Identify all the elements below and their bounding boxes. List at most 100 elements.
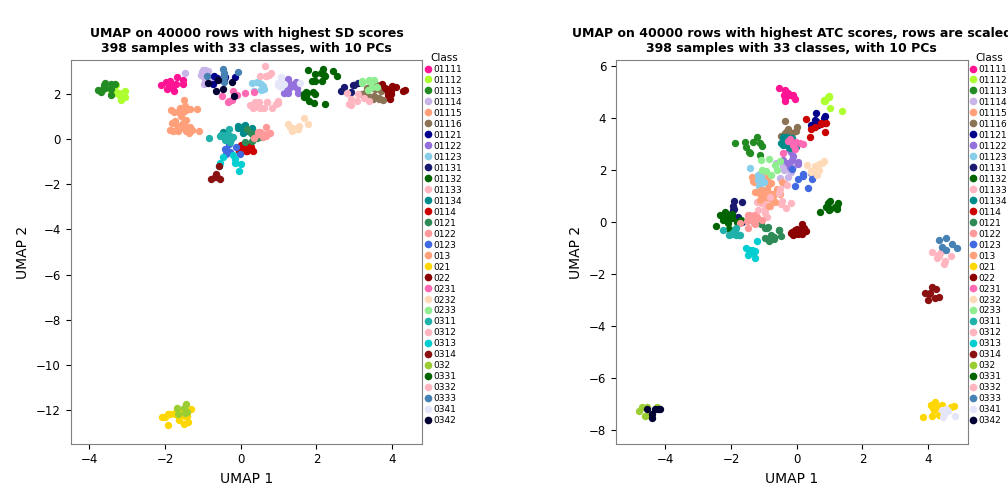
Point [775, 166, 791, 174]
Point [178, 116, 195, 124]
Point [312, 69, 329, 77]
Point [769, 184, 785, 193]
Point [783, 136, 799, 144]
Point [761, 202, 777, 210]
Point [744, 173, 760, 181]
Point [168, 124, 184, 133]
Point [247, 103, 263, 111]
Point [258, 98, 274, 106]
Point [196, 80, 212, 88]
Point [280, 75, 296, 83]
Point [251, 132, 267, 140]
Point [283, 128, 299, 136]
Point [754, 194, 770, 202]
Point [812, 119, 829, 128]
Point [946, 402, 962, 410]
Point [808, 118, 825, 127]
Point [734, 198, 750, 206]
Point [715, 226, 731, 234]
Point [732, 219, 748, 227]
Point [304, 77, 321, 85]
Point [742, 149, 758, 157]
Point [935, 261, 952, 269]
Point [927, 403, 943, 411]
Point [211, 162, 227, 170]
Point [765, 193, 781, 201]
Point [168, 80, 184, 88]
Point [219, 147, 235, 155]
Point [929, 255, 946, 263]
Point [746, 219, 762, 227]
Point [642, 410, 658, 418]
Point [931, 236, 948, 244]
Point [111, 89, 127, 97]
Point [177, 106, 194, 114]
Point [201, 134, 217, 142]
Point [741, 149, 757, 157]
Point [757, 224, 773, 232]
Point [295, 114, 311, 122]
Point [290, 125, 306, 133]
Point [382, 95, 398, 103]
Point [176, 107, 193, 115]
Point [388, 83, 404, 91]
Point [243, 129, 259, 137]
Point [246, 134, 262, 142]
Point [757, 192, 773, 200]
Point [317, 73, 333, 81]
Point [306, 77, 323, 85]
Point [803, 125, 820, 134]
Point [768, 159, 784, 167]
Point [239, 147, 255, 155]
Point [236, 144, 252, 152]
Point [783, 200, 799, 208]
Point [779, 141, 795, 149]
Point [97, 79, 113, 87]
Point [242, 142, 258, 150]
Point [301, 97, 318, 105]
Point [762, 202, 778, 210]
Point [784, 130, 800, 138]
Point [170, 127, 186, 135]
Point [178, 412, 195, 420]
Point [160, 421, 176, 429]
Point [740, 212, 756, 220]
Point [782, 163, 798, 171]
Point [749, 198, 765, 206]
Point [366, 76, 382, 84]
Point [749, 237, 765, 245]
Point [233, 159, 249, 167]
Point [173, 109, 190, 117]
Point [174, 80, 191, 88]
Point [788, 143, 804, 151]
Point [772, 174, 788, 182]
Point [799, 184, 815, 192]
Point [929, 251, 946, 259]
Point [216, 70, 232, 78]
Point [725, 230, 741, 238]
Point [804, 174, 821, 182]
Point [754, 216, 770, 224]
Point [251, 130, 267, 138]
Point [834, 107, 850, 115]
Point [343, 101, 359, 109]
Point [818, 119, 835, 127]
Point [712, 211, 728, 219]
Point [253, 80, 269, 88]
Point [339, 89, 355, 97]
Point [750, 188, 766, 196]
Point [361, 76, 377, 84]
Point [176, 96, 193, 104]
Point [255, 130, 271, 138]
Point [753, 178, 769, 186]
Point [242, 142, 258, 150]
Point [261, 129, 277, 137]
Legend: 01111, 01112, 01113, 01114, 01115, 01116, 01121, 01122, 01123, 01131, 01132, 011: 01111, 01112, 01113, 01114, 01115, 01116… [971, 53, 1007, 425]
Point [937, 234, 954, 242]
Point [215, 153, 231, 161]
Point [740, 224, 756, 232]
Point [304, 88, 321, 96]
Point [258, 131, 274, 139]
Point [380, 91, 396, 99]
Point [384, 82, 400, 90]
